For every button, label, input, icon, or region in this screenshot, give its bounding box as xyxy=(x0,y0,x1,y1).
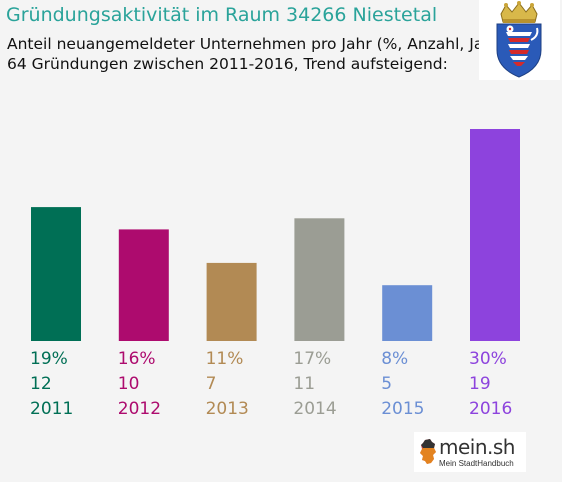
count-label-2014: 11 xyxy=(293,374,315,394)
percent-label-2011: 19% xyxy=(30,349,68,369)
year-label-2011: 2011 xyxy=(30,399,73,419)
subtitle-line-2: 64 Gründungen zwischen 2011-2016, Trend … xyxy=(7,55,448,73)
logo-name: mein.sh xyxy=(439,435,515,459)
year-label-2015: 2015 xyxy=(381,399,424,419)
hesse-coat-of-arms-icon xyxy=(479,0,560,80)
chart-subtitle: Anteil neuangemeldeter Unternehmen pro J… xyxy=(7,34,506,74)
percent-label-2015: 8% xyxy=(381,349,408,369)
count-label-2012: 10 xyxy=(118,374,140,394)
percent-label-2016: 30% xyxy=(469,349,507,369)
bar-2013 xyxy=(206,262,257,341)
percent-label-2012: 16% xyxy=(118,349,156,369)
bar-2016 xyxy=(470,129,520,341)
bar-2012 xyxy=(118,229,169,341)
year-label-2013: 2013 xyxy=(206,399,249,419)
count-label-2015: 5 xyxy=(381,374,392,394)
percent-label-2014: 17% xyxy=(293,349,331,369)
bar-2014 xyxy=(294,218,345,341)
count-label-2016: 19 xyxy=(469,374,491,394)
year-label-2016: 2016 xyxy=(469,399,512,419)
bar-2011 xyxy=(31,207,81,341)
year-label-2012: 2012 xyxy=(118,399,161,419)
logo-tagline: Mein StadtHandbuch xyxy=(439,459,514,468)
count-label-2011: 12 xyxy=(30,374,52,394)
germany-map-icon xyxy=(420,439,436,464)
chart-title: Gründungsaktivität im Raum 34266 Niestet… xyxy=(6,4,438,26)
percent-label-2013: 11% xyxy=(206,349,244,369)
count-label-2013: 7 xyxy=(206,374,217,394)
subtitle-line-1: Anteil neuangemeldeter Unternehmen pro J… xyxy=(7,35,506,53)
mein-sh-logo[interactable]: mein.sh Mein StadtHandbuch xyxy=(414,432,526,472)
bar-2015 xyxy=(382,285,433,341)
year-label-2014: 2014 xyxy=(293,399,336,419)
